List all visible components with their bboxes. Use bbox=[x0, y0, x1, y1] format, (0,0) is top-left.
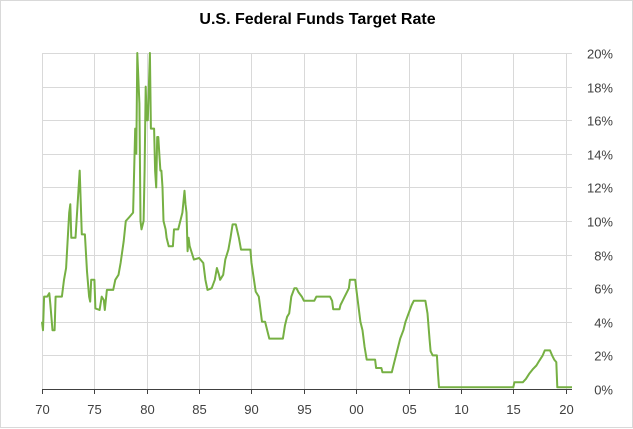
y-tick-label: 8% bbox=[594, 249, 613, 264]
y-tick-label: 2% bbox=[594, 349, 613, 364]
series-layer bbox=[41, 52, 572, 389]
y-tick-label: 12% bbox=[587, 181, 613, 196]
y-tick-label: 16% bbox=[587, 114, 613, 129]
axes bbox=[42, 389, 572, 394]
x-tick-label: 95 bbox=[297, 402, 311, 417]
x-tick-label: 05 bbox=[402, 402, 416, 417]
x-tick-label: 10 bbox=[454, 402, 468, 417]
y-tick-label: 18% bbox=[587, 81, 613, 96]
y-tick-label: 4% bbox=[594, 316, 613, 331]
y-tick-label: 14% bbox=[587, 148, 613, 163]
x-tick-label: 20 bbox=[559, 402, 573, 417]
tick-labels: 0% 2% 4% 6% 8% 10% 12% 14% 16% 18% 20% 70 75 80 85 90 95… bbox=[35, 47, 613, 418]
gridlines bbox=[42, 53, 572, 389]
x-tick-label: 15 bbox=[506, 402, 520, 417]
x-tick-label: 90 bbox=[244, 402, 258, 417]
y-tick-label: 0% bbox=[594, 383, 613, 398]
x-tick-label: 70 bbox=[35, 402, 49, 417]
y-tick-label: 20% bbox=[587, 47, 613, 62]
y-tick-label: 6% bbox=[594, 282, 613, 297]
y-tick-label: 10% bbox=[587, 215, 613, 230]
x-tick-label: 85 bbox=[192, 402, 206, 417]
series-line-fed-funds-rate bbox=[41, 52, 572, 389]
x-tick-label: 75 bbox=[87, 402, 101, 417]
chart-title: U.S. Federal Funds Target Rate bbox=[199, 11, 436, 28]
x-tick-label: 00 bbox=[349, 402, 363, 417]
x-tick-label: 80 bbox=[140, 402, 154, 417]
